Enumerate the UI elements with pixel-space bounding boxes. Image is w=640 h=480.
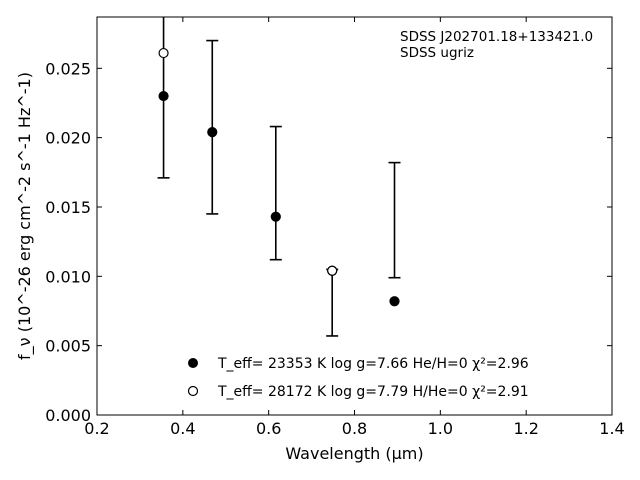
y-tick-label: 0.010 [45,267,91,286]
x-tick-label: 0.8 [342,419,367,438]
data-point-filled [270,211,281,222]
x-tick-label: 0.4 [170,419,195,438]
y-tick-label: 0.000 [45,406,91,425]
x-tick-label: 0.6 [256,419,281,438]
legend-label-filled: T_eff= 23353 K log g=7.66 He/H=0 χ²=2.96 [217,356,529,372]
data-point-filled [389,296,400,307]
legend-marker-filled [188,358,198,368]
data-point-open [327,265,338,276]
axis-ticks: 0.2 0.4 0.6 0.8 1.0 1.2 1.4 0.000 0.005 0.010 0.01… [45,17,625,438]
x-tick-label: 1.2 [513,419,538,438]
data-point-open [158,47,169,59]
legend-marker-open [187,385,199,397]
x-tick-label: 1.4 [599,419,624,438]
x-tick-label: 0.2 [84,419,109,438]
annotation-object: SDSS J202701.18+133421.0 [400,29,593,45]
y-axis-label: f_ν (10^-26 erg cm^-2 s^-1 Hz^-1) [15,72,35,360]
x-axis-label: Wavelength (μm) [285,444,423,463]
error-bars [157,17,401,337]
y-tick-label: 0.025 [45,59,91,78]
data-point-filled [207,127,218,138]
data-points [158,47,400,307]
x-tick-label: 1.0 [428,419,453,438]
y-tick-label: 0.015 [45,198,91,217]
data-point-filled [158,90,169,102]
legend: T_eff= 23353 K log g=7.66 He/H=0 χ²=2.96… [187,356,529,400]
annotation-survey: SDSS ugriz [400,45,474,61]
y-tick-label: 0.020 [45,129,91,148]
y-tick-label: 0.005 [45,337,91,356]
legend-label-open: T_eff= 28172 K log g=7.79 H/He=0 χ²=2.91 [217,384,529,400]
